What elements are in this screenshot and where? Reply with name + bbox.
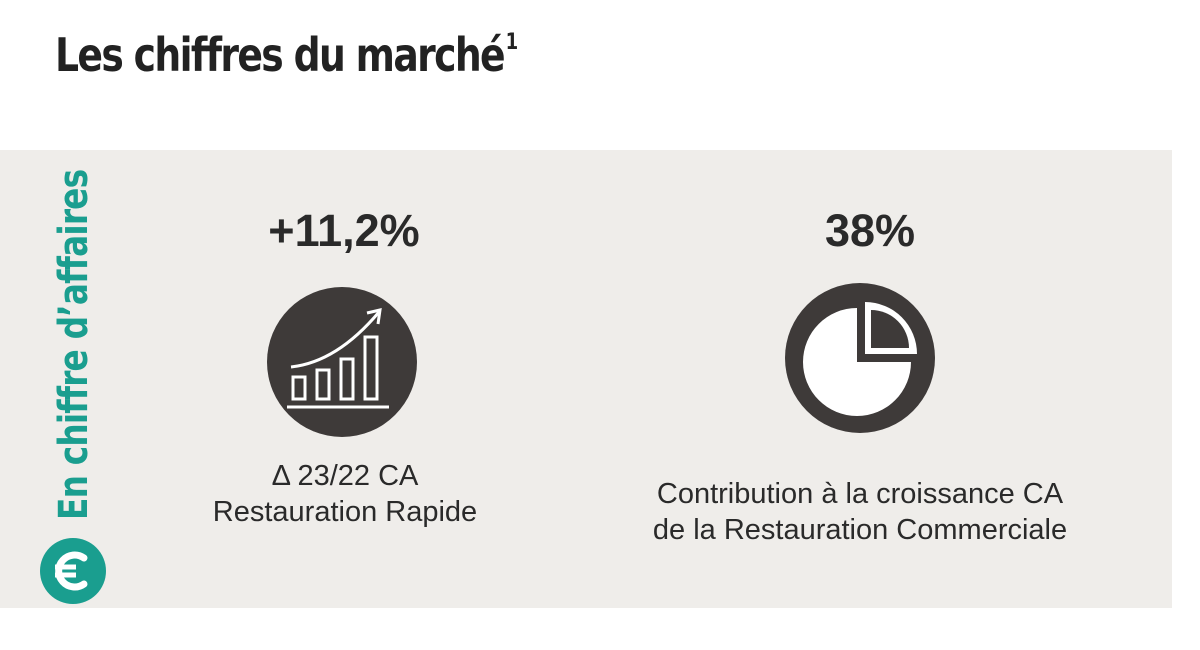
stat-caption-line: Restauration Rapide xyxy=(212,496,478,528)
stat-caption-line: Δ 23/22 CA xyxy=(271,460,419,492)
growth-bar-chart-icon xyxy=(267,287,417,437)
stat-caption-growth: Δ 23/22 CA Restauration Rapide xyxy=(150,458,540,530)
footnote-marker: 1 xyxy=(505,29,519,55)
stat-value-contribution: 38% xyxy=(824,205,916,256)
stat-value-growth: +11,2% xyxy=(268,205,420,256)
stats-panel xyxy=(0,150,1172,608)
page-title: Les chiffres du marché1 xyxy=(55,28,519,82)
stat-caption-line: de la Restauration Commerciale xyxy=(652,514,1068,546)
euro-icon xyxy=(40,538,106,604)
page-title-text: Les chiffres du marché xyxy=(55,28,506,82)
stat-caption-contribution: Contribution à la croissance CA de la Re… xyxy=(580,476,1140,548)
stat-caption-line: Contribution à la croissance CA xyxy=(656,478,1064,510)
side-label: En chiffre d’affaires xyxy=(51,169,97,521)
pie-chart-icon xyxy=(785,283,935,433)
